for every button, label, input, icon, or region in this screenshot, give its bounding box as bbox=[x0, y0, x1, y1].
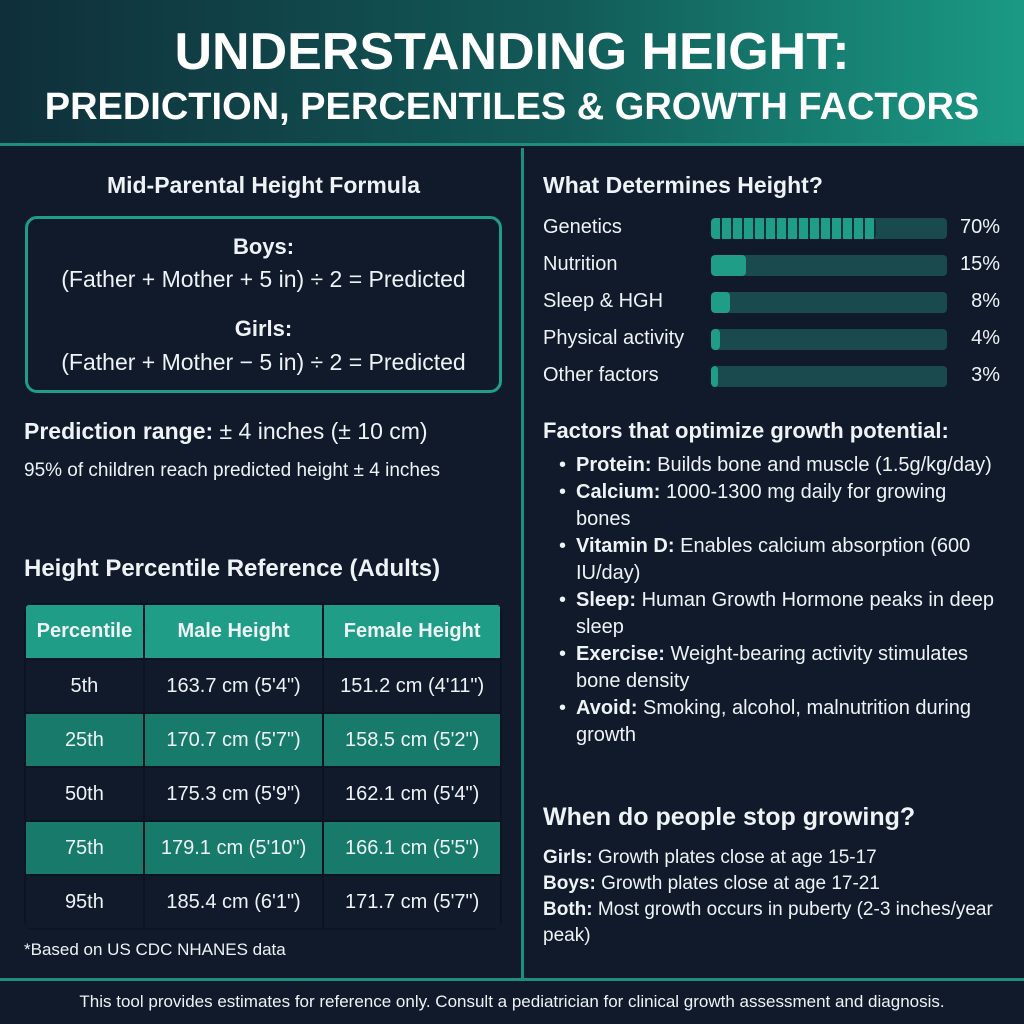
bar-label: Other factors bbox=[543, 364, 659, 386]
section-title: Height Percentile Reference (Adults) bbox=[24, 555, 441, 582]
value-label: 4% bbox=[971, 327, 1000, 349]
list-item: Girls: Growth plates close at age 15-17 bbox=[543, 845, 1003, 871]
text: Growth plates close at age 17-21 bbox=[601, 873, 880, 894]
range: Prediction range: ± 4 inches (± 10 cm) bbox=[24, 418, 428, 445]
list: Protein: Builds bone and muscle (1.5g/kg… bbox=[543, 452, 1003, 749]
text: Builds bone and muscle (1.5g/kg/day) bbox=[657, 454, 992, 476]
list-item: Vitamin D: Enables calcium absorption (6… bbox=[543, 533, 1003, 587]
table: Percentile Male Height Female Height 5th 163… bbox=[24, 603, 502, 930]
label: Boys: bbox=[232, 234, 295, 259]
header: UNDERSTANDING HEIGHT: PREDICTION, PERCEN… bbox=[0, 0, 1024, 146]
term: Avoid: bbox=[576, 697, 638, 719]
cell: 162.1 cm (5'4") bbox=[322, 766, 502, 822]
value-label: 70% bbox=[959, 216, 1000, 238]
cell: 158.5 cm (5'2") bbox=[322, 712, 502, 768]
table-row: 5th 163.7 cm (5'4") 151.2 cm (4'11") bbox=[24, 658, 502, 714]
cell: 166.1 cm (5'5") bbox=[322, 820, 502, 876]
table-row: 75th 179.1 cm (5'10") 166.1 cm (5'5") bbox=[24, 820, 502, 876]
term: Boys: bbox=[543, 873, 596, 894]
text: Weight-bearing activity stimulates bone … bbox=[576, 643, 969, 692]
bar-track bbox=[711, 218, 947, 239]
value-label: 3% bbox=[971, 364, 1000, 386]
bar-track bbox=[711, 329, 947, 350]
list-item: Boys: Growth plates close at age 17-21 bbox=[543, 871, 1003, 897]
subtitle: PREDICTION, PERCENTILES & GROWTH FACTORS bbox=[44, 86, 980, 128]
header-cell: Female Height bbox=[322, 603, 502, 660]
list: Girls: Growth plates close at age 15-17 B… bbox=[543, 845, 1003, 949]
table-row: 95th 185.4 cm (6'1") 171.7 cm (5'7") bbox=[24, 874, 502, 930]
list-item: Avoid: Smoking, alcohol, malnutrition du… bbox=[543, 695, 1003, 749]
term: Sleep: bbox=[576, 589, 637, 611]
list-item: Both: Most growth occurs in puberty (2-3… bbox=[543, 897, 1003, 949]
bar-label: Nutrition bbox=[543, 253, 618, 275]
formula: (Father + Mother − 5 in) ÷ 2 = Predicted bbox=[61, 349, 466, 375]
footer: This tool provides estimates for referen… bbox=[79, 992, 945, 1011]
term: Both: bbox=[543, 899, 593, 920]
header-cell: Percentile bbox=[24, 603, 145, 660]
bar bbox=[711, 292, 730, 313]
bar bbox=[711, 218, 877, 239]
footnote: *Based on US CDC NHANES data bbox=[24, 940, 286, 959]
term: Girls: bbox=[543, 847, 593, 868]
value-label: 8% bbox=[971, 290, 1000, 312]
text: 1000-1300 mg daily for growing bones bbox=[576, 481, 947, 530]
cell: 50th bbox=[24, 766, 145, 822]
table-row: 25th 170.7 cm (5'7") 158.5 cm (5'2") bbox=[24, 712, 502, 768]
cell: 75th bbox=[24, 820, 145, 876]
term: Protein: bbox=[576, 454, 652, 476]
list-item: Calcium: 1000-1300 mg daily for growing … bbox=[543, 479, 1003, 533]
cell: 163.7 cm (5'4") bbox=[142, 658, 325, 714]
list-item: Sleep: Human Growth Hormone peaks in dee… bbox=[543, 587, 1003, 641]
text: Human Growth Hormone peaks in deep sleep bbox=[576, 589, 994, 638]
cell: 185.4 cm (6'1") bbox=[142, 874, 325, 930]
term: Calcium: bbox=[576, 481, 661, 503]
section-title: Mid-Parental Height Formula bbox=[106, 172, 421, 198]
formula-box bbox=[25, 216, 502, 393]
divider bbox=[0, 978, 1024, 981]
cell: 179.1 cm (5'10") bbox=[142, 820, 325, 876]
formula: (Father + Mother + 5 in) ÷ 2 = Predicted bbox=[61, 266, 466, 292]
table-header: Percentile Male Height Female Height bbox=[24, 603, 502, 660]
text: ± 4 inches (± 10 cm) bbox=[219, 418, 428, 444]
cell: 175.3 cm (5'9") bbox=[142, 766, 325, 822]
list-item: Exercise: Weight-bearing activity stimul… bbox=[543, 641, 1003, 695]
cell: 25th bbox=[24, 712, 145, 768]
list-item: Protein: Builds bone and muscle (1.5g/kg… bbox=[543, 452, 1003, 479]
bar-label: Physical activity bbox=[543, 327, 685, 349]
cell: 151.2 cm (4'11") bbox=[322, 658, 502, 714]
cell: 95th bbox=[24, 874, 145, 930]
text: Most growth occurs in puberty (2-3 inche… bbox=[543, 899, 993, 946]
value-label: 15% bbox=[959, 253, 1000, 275]
text: Smoking, alcohol, malnutrition during gr… bbox=[576, 697, 971, 746]
section-title: Factors that optimize growth potential: bbox=[543, 418, 949, 443]
term: Vitamin D: bbox=[576, 535, 675, 557]
section-title: When do people stop growing? bbox=[543, 803, 916, 831]
cell: 170.7 cm (5'7") bbox=[142, 712, 325, 768]
bar-label: Sleep & HGH bbox=[543, 290, 664, 312]
table-row: 50th 175.3 cm (5'9") 162.1 cm (5'4") bbox=[24, 766, 502, 822]
term: Exercise: bbox=[576, 643, 665, 665]
bar bbox=[711, 329, 721, 350]
cell: 171.7 cm (5'7") bbox=[322, 874, 502, 930]
note: 95% of children reach predicted height ±… bbox=[24, 460, 441, 481]
divider bbox=[521, 148, 524, 978]
bar-label: Genetics bbox=[543, 216, 622, 238]
cell: 5th bbox=[24, 658, 145, 714]
text: Growth plates close at age 15-17 bbox=[597, 847, 877, 868]
bar-track bbox=[711, 255, 947, 276]
title: UNDERSTANDING HEIGHT: bbox=[174, 23, 850, 81]
bar bbox=[711, 255, 747, 276]
text: Enables calcium absorption (600 IU/day) bbox=[576, 535, 971, 584]
bar bbox=[711, 366, 719, 387]
header-cell: Male Height bbox=[142, 603, 325, 660]
bar-track bbox=[711, 366, 947, 387]
bar-track bbox=[711, 292, 947, 313]
label: Girls: bbox=[234, 316, 293, 341]
section-title: What Determines Height? bbox=[543, 172, 823, 198]
label: Prediction range: bbox=[24, 418, 214, 444]
